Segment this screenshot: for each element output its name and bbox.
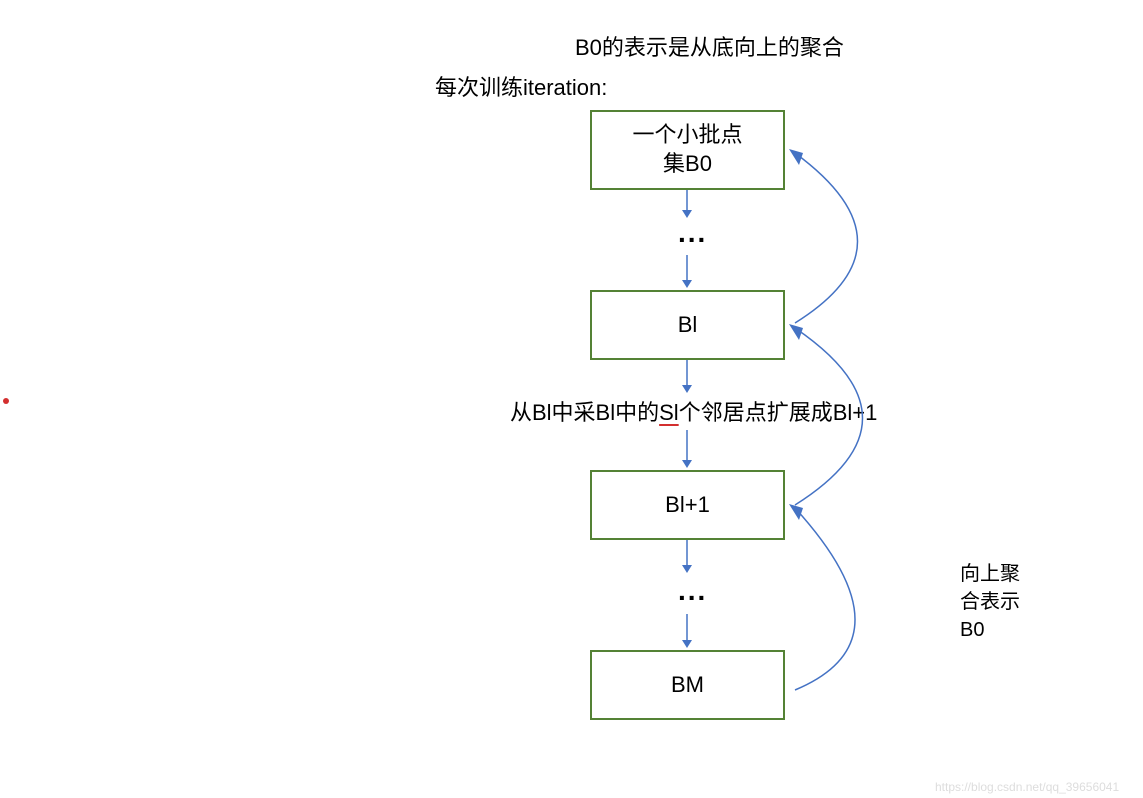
side-label: 向上聚 合表示 B0 <box>960 560 1020 644</box>
box-bl-label: Bl <box>678 312 698 338</box>
mid-text-sl: Sl <box>659 400 679 425</box>
box-bl: Bl <box>590 290 785 360</box>
ellipsis-2: ... <box>678 575 707 607</box>
arrow-bl1-down <box>685 540 695 575</box>
ellipsis-1: ... <box>678 217 707 249</box>
mid-text: 从Bl中采Bl中的Sl个邻居点扩展成Bl+1 <box>510 395 877 427</box>
watermark: https://blog.csdn.net/qq_39656041 <box>935 780 1119 794</box>
title-aggregation: B0的表示是从底向上的聚合 <box>575 30 844 62</box>
box-bm: BM <box>590 650 785 720</box>
curve-bl-to-b0 <box>785 135 965 335</box>
arrow-b0-down <box>685 190 695 220</box>
title-iteration: 每次训练iteration: <box>435 70 607 102</box>
box-bm-label: BM <box>671 672 704 698</box>
box-b0-label: 一个小批点集B0 <box>632 121 742 178</box>
curve-bm-to-bl1 <box>785 490 965 700</box>
arrow-ellipsis-to-bl <box>685 255 695 290</box>
arrow-ellipsis-to-bm <box>685 614 695 650</box>
box-bl1-label: Bl+1 <box>665 492 710 518</box>
arrow-bl-down <box>685 360 695 395</box>
box-bl1: Bl+1 <box>590 470 785 540</box>
mid-text-suffix: 个邻居点扩展成Bl+1 <box>679 400 878 425</box>
box-b0: 一个小批点集B0 <box>590 110 785 190</box>
side-label-line3: B0 <box>960 616 1020 644</box>
side-label-line1: 向上聚 <box>960 560 1020 588</box>
arrow-text-to-bl1 <box>685 430 695 470</box>
side-label-line2: 合表示 <box>960 588 1020 616</box>
mid-text-prefix: 从Bl中采Bl中的 <box>510 400 659 425</box>
red-dot-marker <box>3 398 9 404</box>
